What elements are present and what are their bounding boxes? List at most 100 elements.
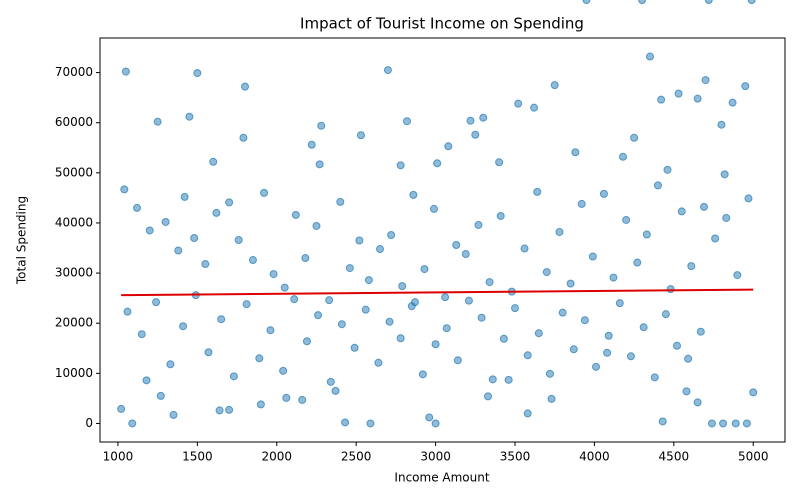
data-point: [117, 404, 126, 413]
data-point: [239, 133, 248, 142]
data-point: [302, 337, 311, 346]
data-point: [488, 375, 497, 384]
data-point: [128, 419, 137, 428]
data-point: [728, 98, 737, 107]
data-point: [626, 352, 635, 361]
data-point: [242, 300, 251, 309]
data-point: [495, 158, 504, 167]
data-point: [225, 405, 234, 414]
data-point: [190, 233, 199, 242]
data-point: [657, 95, 666, 104]
data-point: [441, 293, 450, 302]
data-point: [225, 198, 234, 207]
data-point: [418, 370, 427, 379]
data-point: [161, 217, 170, 226]
data-point: [693, 398, 702, 407]
data-point: [396, 334, 405, 343]
data-point: [217, 315, 226, 324]
data-point: [700, 202, 709, 211]
data-point: [120, 185, 129, 194]
data-point: [209, 157, 218, 166]
data-point: [504, 375, 513, 384]
data-point: [638, 0, 647, 4]
data-point: [719, 419, 728, 428]
plot-frame: [99, 37, 786, 443]
data-point: [466, 116, 475, 125]
data-point: [145, 226, 154, 235]
data-point: [566, 279, 575, 288]
data-point: [674, 89, 683, 98]
data-point: [366, 419, 375, 428]
data-point: [609, 273, 618, 282]
data-point: [317, 121, 326, 130]
data-point: [315, 160, 324, 169]
data-point: [704, 0, 713, 4]
data-point: [717, 120, 726, 129]
data-point: [722, 213, 731, 222]
chart-title: Impact of Tourist Income on Spending: [300, 15, 584, 33]
data-point: [376, 245, 385, 254]
data-point: [442, 324, 451, 333]
data-point: [592, 362, 601, 371]
data-point: [619, 152, 628, 161]
data-point: [121, 67, 130, 76]
x-tick-label: 4500: [659, 450, 690, 464]
data-point: [577, 199, 586, 208]
data-point: [630, 133, 639, 142]
data-point: [331, 386, 340, 395]
data-point: [582, 0, 591, 4]
data-point: [580, 316, 589, 325]
data-point: [433, 159, 442, 168]
data-point: [201, 260, 210, 269]
data-point: [588, 252, 597, 261]
data-point: [248, 256, 257, 265]
data-point: [731, 419, 740, 428]
data-point: [387, 230, 396, 239]
data-point: [633, 258, 642, 267]
data-point: [661, 310, 670, 319]
data-point: [156, 391, 165, 400]
data-point: [639, 323, 648, 332]
data-point: [663, 165, 672, 174]
data-point: [646, 52, 655, 61]
x-tick-label: 1000: [103, 450, 134, 464]
y-tick-label: 50000: [55, 165, 93, 179]
y-tick-label: 30000: [55, 266, 93, 280]
data-point: [499, 334, 508, 343]
data-point: [137, 330, 146, 339]
data-point: [174, 246, 183, 255]
data-point: [356, 131, 365, 140]
data-point: [547, 394, 556, 403]
data-point: [325, 296, 334, 305]
y-tick-label: 20000: [55, 316, 93, 330]
data-point: [180, 192, 189, 201]
data-point: [169, 410, 178, 419]
data-point: [341, 418, 350, 427]
data-point: [461, 250, 470, 259]
data-point: [477, 313, 486, 322]
data-point: [409, 190, 418, 199]
data-point: [569, 345, 578, 354]
data-point: [741, 82, 750, 91]
data-point: [403, 117, 412, 126]
data-point: [204, 348, 213, 357]
data-point: [749, 388, 758, 397]
data-point: [215, 406, 224, 415]
data-point: [615, 299, 624, 308]
data-point: [479, 113, 488, 122]
data-point: [133, 203, 142, 212]
data-point: [747, 0, 756, 4]
data-point: [166, 360, 175, 369]
x-tick-label: 3000: [420, 450, 451, 464]
data-point: [291, 210, 300, 219]
data-point: [673, 341, 682, 350]
data-point: [542, 268, 551, 277]
data-point: [312, 221, 321, 230]
data-point: [385, 317, 394, 326]
data-point: [642, 230, 651, 239]
data-point: [622, 215, 631, 224]
data-point: [693, 94, 702, 103]
x-axis-label: Income Amount: [394, 471, 489, 485]
data-point: [337, 320, 346, 329]
data-point: [701, 76, 710, 85]
